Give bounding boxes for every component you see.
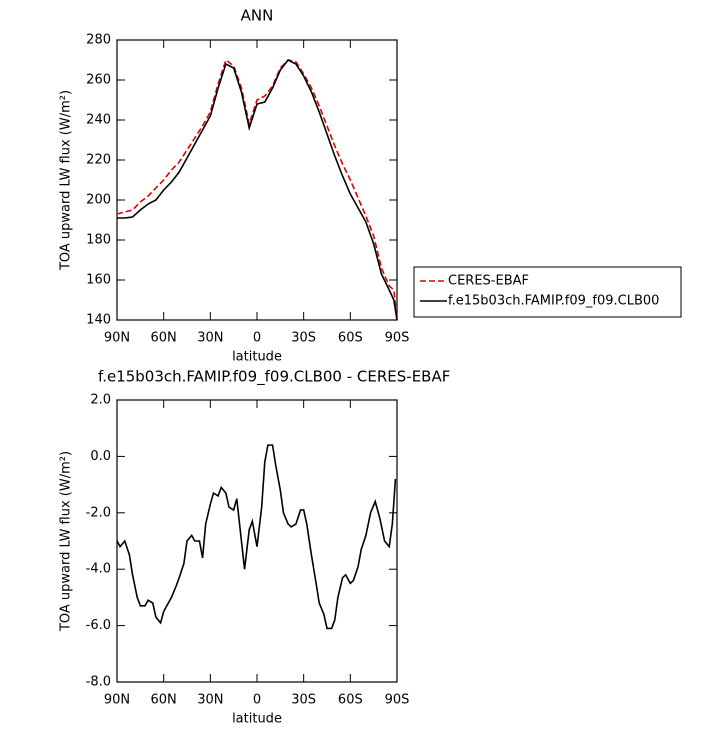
x-tick-label: 60N — [151, 331, 177, 346]
y-tick-label: -6.0 — [86, 618, 111, 633]
x-tick-label: 90N — [104, 693, 130, 708]
x-tick-label: 30S — [291, 331, 316, 346]
x-tick-label: 30S — [291, 693, 316, 708]
y-tick-label: 280 — [86, 33, 111, 48]
chart-title: f.e15b03ch.FAMIP.f09_f09.CLB00 - CERES-E… — [98, 368, 450, 387]
x-tick-label: 60S — [338, 331, 363, 346]
legend-label: f.e15b03ch.FAMIP.f09_f09.CLB00 — [448, 294, 659, 309]
x-tick-label: 0 — [253, 331, 261, 346]
x-tick-label: 60N — [151, 693, 177, 708]
x-tick-label: 90S — [385, 331, 410, 346]
x-axis-label: latitude — [232, 350, 282, 365]
y-tick-label: 200 — [86, 193, 111, 208]
legend-box — [413, 266, 682, 318]
chart-title: ANN — [241, 7, 274, 25]
y-tick-label: 140 — [86, 313, 111, 328]
y-tick-label: 220 — [86, 153, 111, 168]
y-axis-label: TOA upward LW flux (W/m²) — [59, 451, 74, 632]
plot-frame — [116, 39, 398, 321]
y-tick-label: 240 — [86, 113, 111, 128]
y-tick-label: 160 — [86, 273, 111, 288]
y-tick-label: 260 — [86, 73, 111, 88]
y-tick-label: 0.0 — [90, 449, 111, 464]
y-tick-label: 2.0 — [90, 393, 111, 408]
legend-label: CERES-EBAF — [448, 274, 529, 289]
x-tick-label: 90N — [104, 331, 130, 346]
series-line — [116, 58, 398, 321]
x-tick-label: 0 — [253, 693, 261, 708]
series-line — [117, 58, 398, 321]
y-tick-label: 180 — [86, 233, 111, 248]
x-tick-label: 60S — [338, 693, 363, 708]
y-axis-label: TOA upward LW flux (W/m²) — [59, 90, 74, 271]
y-tick-label: -8.0 — [86, 675, 111, 690]
x-tick-label: 90S — [385, 693, 410, 708]
x-axis-label: latitude — [232, 712, 282, 727]
y-tick-label: -4.0 — [86, 562, 111, 577]
y-tick-label: -2.0 — [86, 505, 111, 520]
series-line — [116, 444, 397, 630]
x-tick-label: 30N — [197, 331, 223, 346]
x-tick-label: 30N — [197, 693, 223, 708]
